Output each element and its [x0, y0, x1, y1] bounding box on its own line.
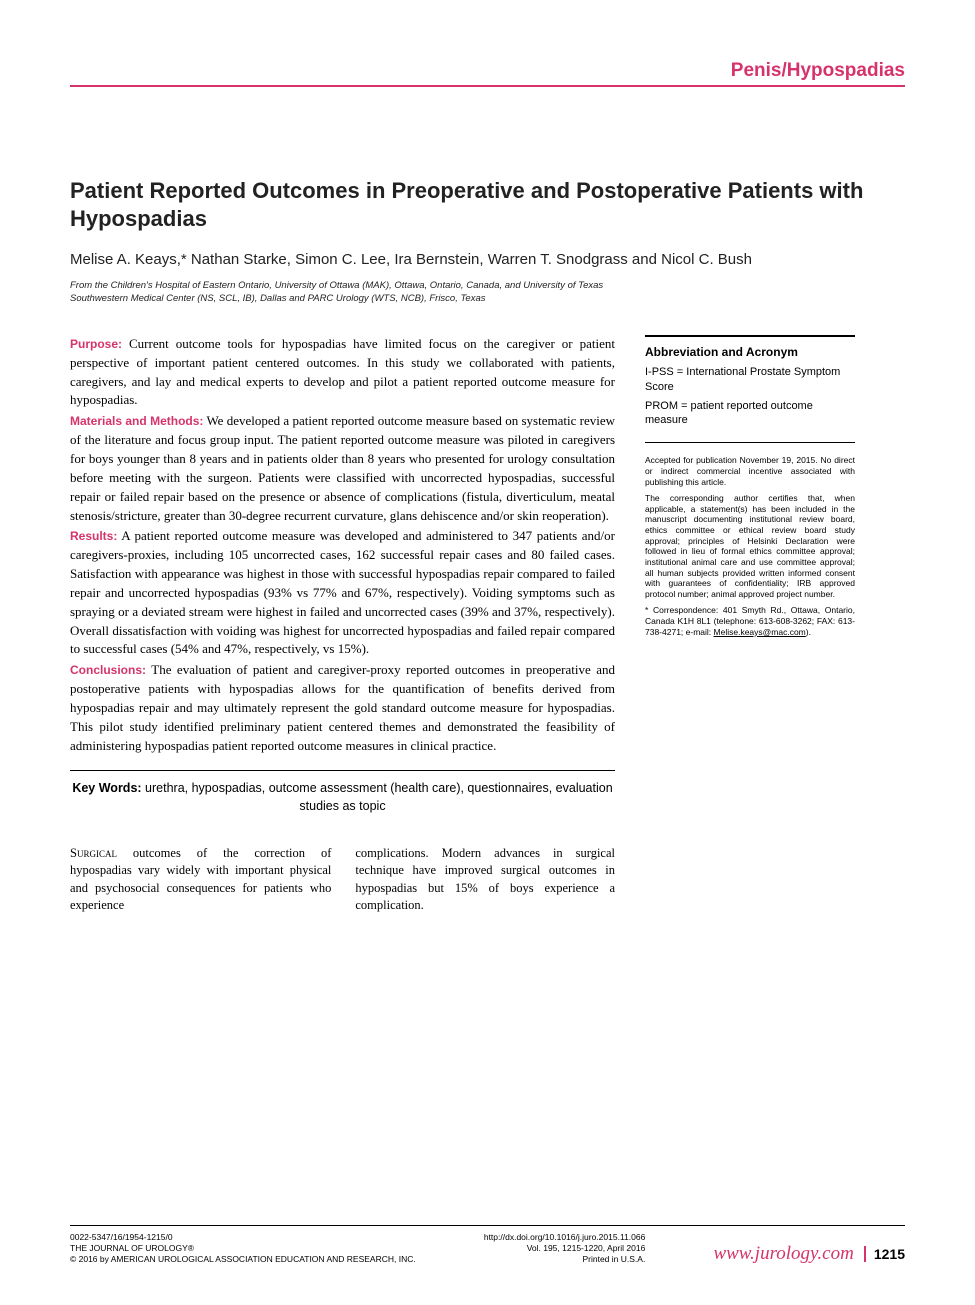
body-col-2: complications. Modern advances in surgic…	[355, 845, 615, 915]
abbreviation-title: Abbreviation and Acronym	[645, 345, 855, 359]
correspondence-email[interactable]: Melise.keays@mac.com	[714, 627, 806, 637]
article-title: Patient Reported Outcomes in Preoperativ…	[70, 177, 905, 232]
results-text: A patient reported outcome measure was d…	[70, 528, 615, 656]
footer-middle: http://dx.doi.org/10.1016/j.juro.2015.11…	[484, 1232, 645, 1265]
methods-label: Materials and Methods:	[70, 414, 203, 428]
correspondence-note: * Correspondence: 401 Smyth Rd., Ottawa,…	[645, 605, 855, 637]
ethics-note: The corresponding author certifies that,…	[645, 493, 855, 599]
sidebar-column: Abbreviation and Acronym I-PSS = Interna…	[645, 335, 855, 917]
abbreviation-box: Abbreviation and Acronym I-PSS = Interna…	[645, 335, 855, 443]
abstract-column: Purpose: Current outcome tools for hypos…	[70, 335, 615, 917]
authors: Melise A. Keays,* Nathan Starke, Simon C…	[70, 250, 905, 270]
footer-issn: 0022-5347/16/1954-1215/0	[70, 1232, 416, 1243]
body-columns: Surgical outcomes of the correction of h…	[70, 845, 615, 917]
correspondence-suffix: ).	[806, 627, 811, 637]
footer-left: 0022-5347/16/1954-1215/0 THE JOURNAL OF …	[70, 1232, 416, 1265]
footer-right: www.jurology.com 1215	[713, 1243, 905, 1265]
abbrev-entry-1: I-PSS = International Prostate Symptom S…	[645, 365, 855, 395]
conclusions-label: Conclusions:	[70, 663, 146, 677]
body-lead-word: Surgical	[70, 846, 117, 860]
page-number: 1215	[864, 1246, 905, 1262]
page-footer: 0022-5347/16/1954-1215/0 THE JOURNAL OF …	[70, 1225, 905, 1265]
section-header: Penis/Hypospadias	[70, 60, 905, 87]
abstract-purpose: Purpose: Current outcome tools for hypos…	[70, 335, 615, 410]
keywords-text: urethra, hypospadias, outcome assessment…	[142, 781, 613, 813]
journal-url[interactable]: www.jurology.com	[713, 1243, 853, 1265]
accepted-note: Accepted for publication November 19, 20…	[645, 455, 855, 487]
footer-volume: Vol. 195, 1215-1220, April 2016	[484, 1243, 645, 1254]
keywords-label: Key Words:	[72, 781, 141, 795]
results-label: Results:	[70, 529, 117, 543]
abstract-results: Results: A patient reported outcome meas…	[70, 527, 615, 659]
keywords-block: Key Words: urethra, hypospadias, outcome…	[70, 770, 615, 815]
footer-copyright: © 2016 by AMERICAN UROLOGICAL ASSOCIATIO…	[70, 1254, 416, 1265]
abbrev-entry-2: PROM = patient reported outcome measure	[645, 399, 855, 429]
affiliation: From the Children's Hospital of Eastern …	[70, 280, 650, 305]
footer-doi: http://dx.doi.org/10.1016/j.juro.2015.11…	[484, 1232, 645, 1243]
abstract-row: Purpose: Current outcome tools for hypos…	[70, 335, 905, 917]
body-col-1: Surgical outcomes of the correction of h…	[70, 845, 331, 915]
methods-text: We developed a patient reported outcome …	[70, 413, 615, 522]
abstract-methods: Materials and Methods: We developed a pa…	[70, 412, 615, 525]
footer-printed: Printed in U.S.A.	[484, 1254, 645, 1265]
conclusions-text: The evaluation of patient and caregiver-…	[70, 662, 615, 752]
purpose-text: Current outcome tools for hypospadias ha…	[70, 336, 615, 408]
purpose-label: Purpose:	[70, 337, 122, 351]
footer-journal: THE JOURNAL OF UROLOGY®	[70, 1243, 416, 1254]
abstract-conclusions: Conclusions: The evaluation of patient a…	[70, 661, 615, 755]
